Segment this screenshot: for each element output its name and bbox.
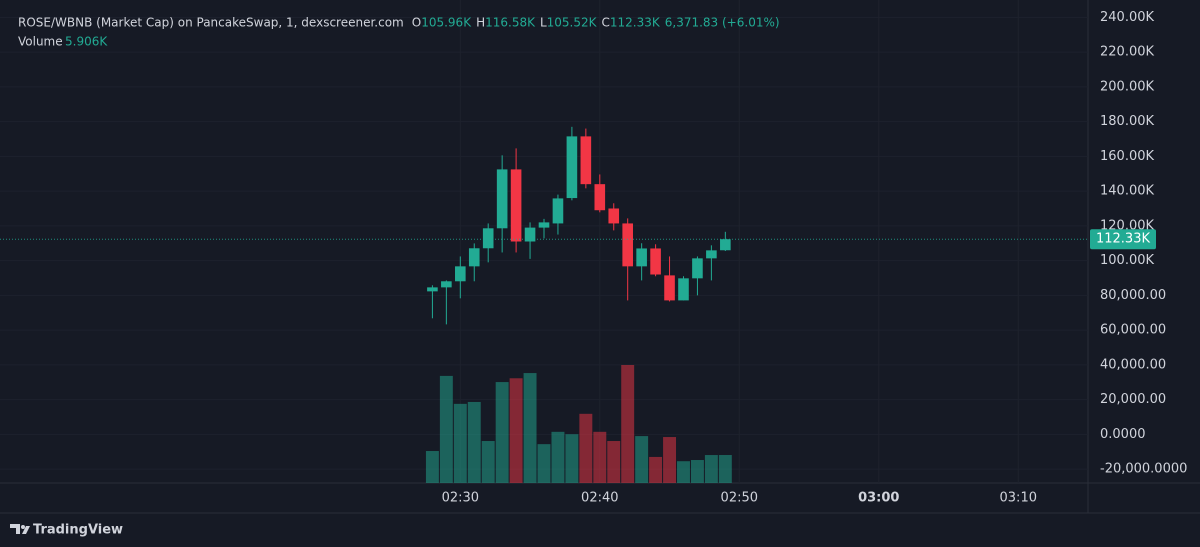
- candle-body: [510, 169, 522, 242]
- volume-bar: [523, 373, 537, 483]
- candle-body: [524, 227, 536, 242]
- volume-bar: [509, 378, 523, 483]
- y-tick-label: 40,000.00: [1100, 357, 1166, 372]
- x-tick-label: 02:30: [442, 491, 479, 506]
- candle-body: [468, 248, 480, 267]
- candle-body: [455, 266, 466, 282]
- candle-body: [580, 136, 592, 185]
- legend-key: C: [602, 16, 610, 30]
- volume-bar: [537, 444, 551, 483]
- legend-value: 116.58K: [485, 16, 536, 30]
- candle-body: [552, 198, 564, 224]
- candle-body: [441, 281, 452, 288]
- legend-key: O: [412, 16, 421, 30]
- candle-body: [608, 208, 620, 224]
- y-tick-label: 180.00K: [1100, 114, 1154, 129]
- y-tick-label: 100.00K: [1100, 253, 1154, 268]
- header: ROSE/WBNB (Market Cap) on PancakeSwap, 1…: [18, 16, 780, 49]
- chart-title: ROSE/WBNB (Market Cap) on PancakeSwap, 1…: [18, 16, 404, 30]
- candle-body: [538, 222, 550, 228]
- brand-logo: TradingView: [10, 523, 123, 538]
- volume-bar: [579, 413, 593, 483]
- y-tick-label: 140.00K: [1100, 184, 1154, 199]
- y-tick-label: 200.00K: [1100, 79, 1154, 94]
- legend-value: 112.33K: [610, 16, 661, 30]
- candle-body: [566, 136, 578, 199]
- volume-layer: [425, 365, 732, 483]
- last-price-label: 112.33K: [1096, 232, 1150, 247]
- axes-layer: 240.00K 220.00K 200.00K 180.00K 160.00K 140.0…: [0, 10, 1187, 506]
- legend-key: H: [476, 16, 485, 30]
- candle-body: [496, 169, 508, 229]
- legend-value: 105.52K: [547, 16, 598, 30]
- candle-body: [622, 223, 633, 267]
- y-tick-label: 60,000.00: [1100, 323, 1166, 338]
- candle-body: [594, 184, 606, 211]
- candle-body: [664, 275, 675, 301]
- candle-body: [692, 258, 703, 279]
- volume-bar: [495, 382, 509, 483]
- x-tick-label: 03:10: [1000, 491, 1037, 506]
- x-tick-label: 02:40: [581, 491, 618, 506]
- volume-bar: [607, 441, 621, 483]
- last-price-badge: [1090, 229, 1156, 250]
- candle-body: [678, 278, 689, 301]
- volume-value: 5.906K: [65, 35, 108, 49]
- candle-body: [482, 228, 494, 249]
- x-tick-label: 03:00: [858, 491, 899, 506]
- volume-bar: [551, 431, 565, 483]
- candle-layer: [427, 126, 731, 325]
- volume-bar: [704, 455, 718, 483]
- y-tick-label: 20,000.00: [1100, 392, 1166, 407]
- candle-body: [427, 287, 438, 292]
- volume-bar: [649, 456, 663, 483]
- y-tick-label: 0.0000: [1100, 427, 1146, 442]
- candle-body: [650, 248, 661, 275]
- volume-bar: [425, 451, 439, 483]
- candle-body: [636, 248, 647, 267]
- y-tick-label: 220.00K: [1100, 45, 1154, 60]
- volume-bar: [593, 431, 607, 483]
- volume-bar: [453, 403, 467, 483]
- candle-body: [706, 250, 717, 259]
- candle-body: [720, 239, 731, 251]
- volume-bar: [690, 460, 704, 483]
- volume-bar: [467, 401, 481, 483]
- ohlc-legend: O 105.96K H 116.58K L 105.52K C 112.33K 6,371.83…: [412, 16, 780, 30]
- x-tick-label: 02:50: [721, 491, 758, 506]
- legend-value: 105.96K: [421, 16, 472, 30]
- volume-title: Volume: [18, 35, 63, 49]
- volume-bar: [635, 436, 649, 483]
- brand-name: TradingView: [33, 523, 123, 538]
- y-tick-label: 160.00K: [1100, 149, 1154, 164]
- legend-key: L: [540, 16, 547, 30]
- y-tick-label: -20,000.0000: [1100, 462, 1187, 477]
- volume-bar: [481, 441, 495, 483]
- y-tick-label: 240.00K: [1100, 10, 1154, 25]
- volume-bar: [677, 461, 690, 483]
- volume-bar: [439, 375, 453, 483]
- volume-bar: [621, 365, 635, 483]
- volume-bar: [718, 455, 732, 483]
- volume-bar: [565, 434, 579, 483]
- volume-bar: [663, 437, 677, 483]
- legend-change: 6,371.83 (+6.01%): [665, 16, 780, 30]
- y-tick-label: 80,000.00: [1100, 288, 1166, 303]
